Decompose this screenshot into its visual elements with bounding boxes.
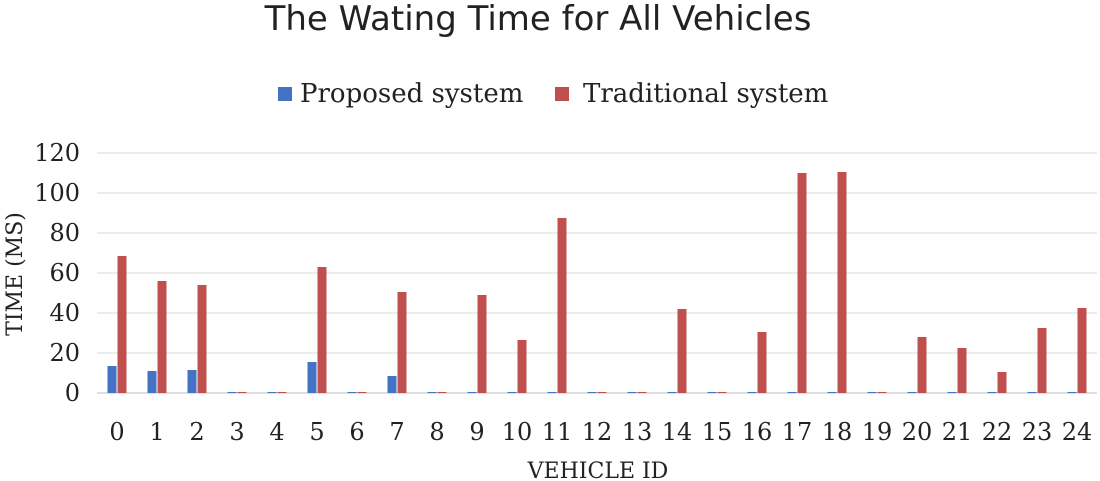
bar-proposed (707, 392, 717, 393)
x-tick-label: 6 (349, 418, 364, 446)
bar-traditional (957, 348, 967, 393)
bar-traditional (797, 173, 807, 393)
bar-traditional (117, 256, 127, 393)
gridlines (97, 152, 1097, 394)
bar-proposed (907, 392, 917, 393)
x-tick-label: 15 (702, 418, 733, 446)
bar-proposed (1027, 392, 1037, 393)
y-tick-label: 120 (34, 139, 80, 167)
bar-proposed (187, 370, 197, 393)
bar-proposed (427, 392, 437, 393)
legend-swatch-proposed (278, 87, 292, 101)
x-tick-label: 22 (982, 418, 1013, 446)
x-tick-label: 11 (542, 418, 573, 446)
bar-traditional (917, 337, 927, 393)
bar-traditional (837, 172, 847, 393)
bar-proposed (507, 392, 517, 393)
x-axis-label: VEHICLE ID (527, 459, 669, 481)
bar-traditional (637, 392, 647, 393)
bar-proposed (947, 392, 957, 393)
bar-proposed (307, 362, 317, 393)
bar-proposed (547, 392, 557, 393)
x-tick-label: 10 (502, 418, 533, 446)
x-tick-label: 24 (1062, 418, 1093, 446)
bar-traditional (557, 218, 567, 393)
x-tick-label: 2 (189, 418, 204, 446)
bar-traditional (357, 392, 367, 393)
bar-traditional (317, 267, 327, 393)
bar-traditional (1037, 328, 1047, 393)
x-tick-label: 18 (822, 418, 853, 446)
bar-traditional (277, 392, 287, 393)
x-tick-label: 14 (662, 418, 693, 446)
bar-proposed (867, 392, 877, 393)
bar-traditional (197, 285, 207, 393)
legend-label-proposed: Proposed system (300, 79, 523, 109)
bar-traditional (597, 392, 607, 393)
bar-proposed (747, 392, 757, 393)
x-tick-label: 0 (109, 418, 124, 446)
y-tick-label: 40 (49, 299, 80, 327)
bar-traditional (437, 392, 447, 393)
bar-traditional (237, 392, 247, 393)
x-tick-label: 19 (862, 418, 893, 446)
y-tick-label: 100 (34, 179, 80, 207)
y-tick-label: 20 (49, 339, 80, 367)
x-tick-label: 4 (269, 418, 284, 446)
bar-traditional (717, 392, 727, 393)
bar-proposed (147, 371, 157, 393)
y-axis-ticks: 0 20 40 60 80 100 120 (34, 139, 80, 407)
bar-proposed (267, 392, 277, 393)
x-tick-label: 9 (469, 418, 484, 446)
x-tick-label: 23 (1022, 418, 1053, 446)
x-tick-label: 3 (229, 418, 244, 446)
bar-traditional (157, 281, 167, 393)
bar-proposed (107, 366, 117, 393)
legend: Proposed system Traditional system (278, 79, 828, 109)
bar-proposed (587, 392, 597, 393)
bar-proposed (387, 376, 397, 393)
x-tick-label: 7 (389, 418, 404, 446)
bar-proposed (627, 392, 637, 393)
bar-proposed (787, 392, 797, 393)
x-tick-label: 13 (622, 418, 653, 446)
bar-traditional (1077, 308, 1087, 393)
bar-traditional (397, 292, 407, 393)
bar-traditional (877, 392, 887, 393)
bar-proposed (227, 392, 237, 393)
legend-label-traditional: Traditional system (583, 79, 828, 109)
bar-proposed (467, 392, 477, 393)
legend-swatch-traditional (555, 87, 569, 101)
bar-proposed (1067, 392, 1077, 393)
x-tick-label: 12 (582, 418, 613, 446)
y-tick-label: 60 (49, 259, 80, 287)
bar-proposed (827, 392, 837, 393)
bar-proposed (987, 392, 997, 393)
chart-title: The Wating Time for All Vehicles (264, 0, 812, 39)
bar-traditional (517, 340, 527, 393)
bar-proposed (347, 392, 357, 393)
x-tick-label: 20 (902, 418, 933, 446)
y-tick-label: 0 (65, 379, 80, 407)
bars (107, 172, 1087, 393)
x-tick-label: 5 (309, 418, 324, 446)
bar-traditional (677, 309, 687, 393)
x-tick-label: 1 (149, 418, 164, 446)
bar-traditional (997, 372, 1007, 393)
bar-traditional (477, 295, 487, 393)
y-tick-label: 80 (49, 219, 80, 247)
x-tick-label: 16 (742, 418, 773, 446)
x-tick-label: 8 (429, 418, 444, 446)
x-tick-label: 17 (782, 418, 813, 446)
x-axis-ticks: 0 1 2 3 4 5 6 7 8 9 10 11 12 13 14 15 16 17 18 19 20 21 22 23 24 (109, 418, 1092, 446)
bar-proposed (667, 392, 677, 393)
x-tick-label: 21 (942, 418, 973, 446)
y-axis-label: TIME (MS) (3, 212, 28, 336)
bar-traditional (757, 332, 767, 393)
